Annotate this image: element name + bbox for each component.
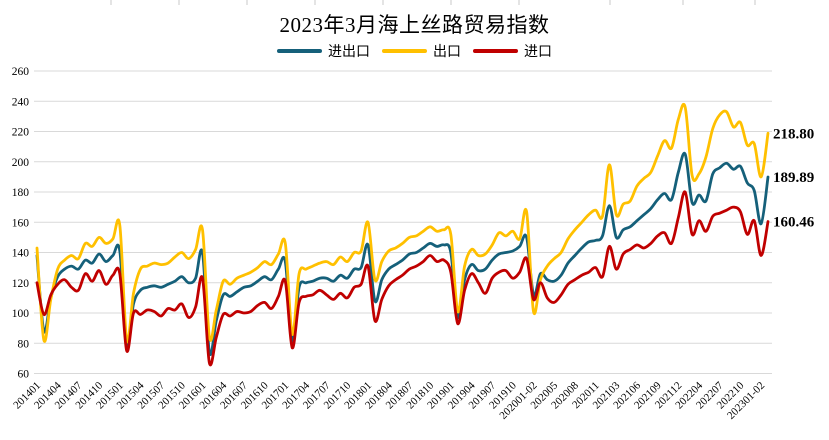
- y-axis-label: 140: [12, 248, 30, 260]
- legend-label-import-export: 进出口: [328, 45, 370, 60]
- legend-item-import: 进口: [473, 41, 552, 61]
- legend-line-swatch-import-export: [277, 49, 322, 53]
- end-label-import: 160.46: [773, 215, 815, 231]
- series-line-export: [35, 102, 770, 344]
- y-axis-label: 180: [12, 187, 30, 199]
- legend-line-swatch-import: [473, 49, 518, 53]
- y-axis-label: 240: [12, 96, 30, 108]
- y-axis-label: 260: [12, 66, 30, 78]
- series-line-import-export: [35, 151, 770, 357]
- legend-item-import-export: 进出口: [277, 41, 370, 61]
- y-axis-label: 200: [12, 157, 30, 169]
- series-line-import: [35, 190, 770, 367]
- chart-legend: 进出口 出口 进口: [0, 41, 829, 61]
- y-axis-label: 160: [12, 217, 30, 229]
- end-label-export: 218.80: [773, 126, 814, 142]
- legend-line-swatch-export: [382, 49, 427, 53]
- y-axis-label: 220: [12, 127, 30, 139]
- legend-label-export: 出口: [433, 45, 461, 60]
- legend-item-export: 出口: [382, 41, 461, 61]
- y-axis-label: 80: [18, 338, 30, 350]
- y-axis-label: 60: [18, 369, 30, 381]
- end-label-import-export: 189.89: [773, 170, 814, 186]
- chart-title: 2023年3月海上丝路贸易指数: [279, 13, 550, 37]
- legend-label-import: 进口: [524, 45, 552, 60]
- y-axis-label: 120: [12, 278, 30, 290]
- y-axis-label: 100: [12, 308, 30, 320]
